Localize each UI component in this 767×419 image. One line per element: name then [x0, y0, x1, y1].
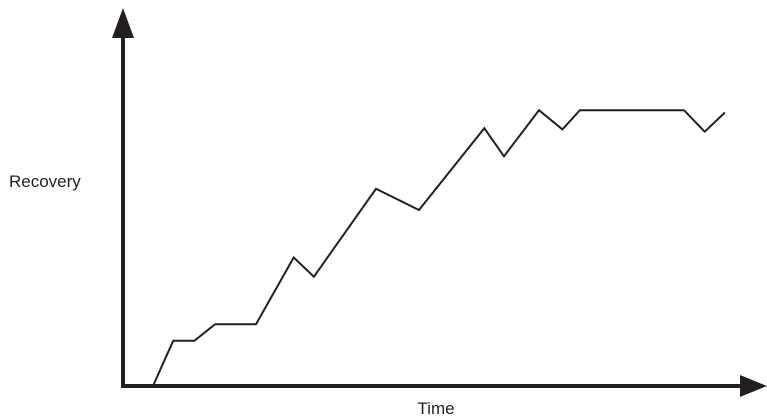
- y-axis-label: Recovery: [9, 172, 81, 191]
- y-axis-arrowhead: [112, 8, 134, 38]
- x-axis-arrowhead: [740, 375, 767, 397]
- series-line-2: [683, 109, 726, 134]
- series-line-1: [152, 108, 684, 387]
- y-axis: [112, 8, 134, 388]
- x-axis-label: Time: [417, 399, 454, 418]
- series-layer: [152, 108, 726, 387]
- x-axis: [121, 375, 767, 397]
